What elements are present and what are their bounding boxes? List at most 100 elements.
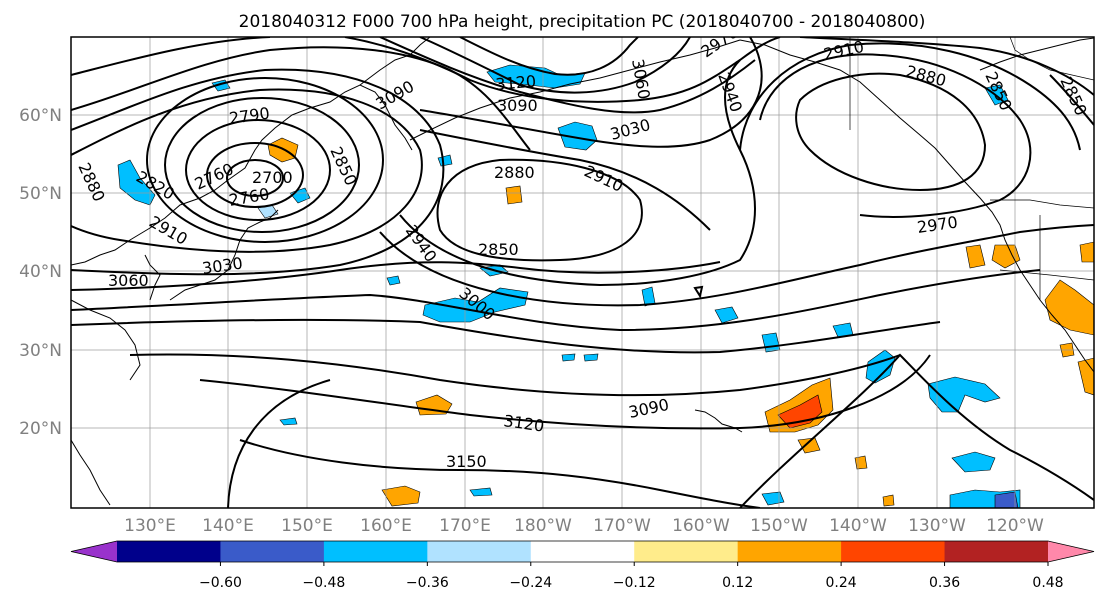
border-line xyxy=(990,199,1094,209)
colorbar-segment xyxy=(737,541,842,562)
contour-line xyxy=(71,261,721,291)
contour-label: 2850 xyxy=(478,240,519,259)
contour-label: 3120 xyxy=(495,72,537,94)
coastline-alaska xyxy=(739,39,1094,373)
lon-label: 140°W xyxy=(829,516,887,536)
precip-patch xyxy=(279,417,298,426)
contour-line xyxy=(164,97,360,233)
lon-label: 160°W xyxy=(672,516,730,536)
contour-line xyxy=(206,142,304,208)
precip-patch xyxy=(422,287,529,323)
precip-patch xyxy=(1079,241,1094,263)
precip-patch xyxy=(991,244,1021,269)
contour-line xyxy=(1049,74,1094,126)
contour-line xyxy=(436,158,643,262)
lon-label: 170°E xyxy=(439,516,491,536)
contour-line xyxy=(227,379,331,508)
contour-line xyxy=(799,37,1094,96)
lat-label: 60°N xyxy=(19,106,62,126)
colorbar-segment xyxy=(530,541,635,562)
contour-line xyxy=(379,37,756,114)
precip-patch xyxy=(469,487,493,497)
precip-patch xyxy=(951,451,996,473)
colorbar-tick-label: −0.48 xyxy=(302,575,345,591)
contour-label: 2700 xyxy=(252,168,293,187)
colorbar-segment xyxy=(323,541,428,562)
precip-patch xyxy=(381,485,421,507)
precip-patch xyxy=(386,275,401,286)
colorbar-extend-high xyxy=(1048,541,1094,562)
colorbar-tick-label: −0.12 xyxy=(613,575,656,591)
coastline-asia xyxy=(71,84,413,266)
contour-line xyxy=(146,77,384,243)
lon-label: 130°W xyxy=(908,516,966,536)
lon-label: 150°W xyxy=(750,516,808,536)
map-panel: 2790 2850 2880 2820 2760 2700 2760 2910 … xyxy=(70,36,1095,509)
contour-line xyxy=(226,159,284,197)
contour-line xyxy=(693,285,704,299)
contour-line xyxy=(71,68,445,276)
coastline-kamchatka xyxy=(359,37,431,86)
precip-patch xyxy=(854,455,868,470)
precip-patch xyxy=(994,491,1019,508)
contour-line xyxy=(379,224,1094,307)
precip-patch xyxy=(557,121,598,151)
lon-label: 170°W xyxy=(593,516,651,536)
height-contours xyxy=(71,37,1094,508)
precip-patch xyxy=(882,494,895,507)
colorbar-tick-label: −0.60 xyxy=(199,575,242,591)
contour-line xyxy=(185,119,331,221)
colorbar-tick-label: −0.36 xyxy=(406,575,449,591)
longitude-labels: 130°E 140°E 150°E 160°E 170°E 180°W 170°… xyxy=(124,516,1044,536)
lon-label: 150°E xyxy=(281,516,333,536)
lon-label: 180°W xyxy=(514,516,572,536)
latitude-labels: 60°N 50°N 40°N 30°N 20°N xyxy=(19,106,62,439)
contour-line xyxy=(344,37,781,103)
lat-label: 50°N xyxy=(19,184,62,204)
contour-line xyxy=(419,129,711,231)
contour-label: 3150 xyxy=(446,452,487,471)
contour-line xyxy=(71,318,941,354)
precip-patch xyxy=(561,353,576,362)
colorbar-segment xyxy=(634,541,739,562)
contour-line xyxy=(129,353,901,397)
colorbar-segment xyxy=(841,541,946,562)
contour-line xyxy=(739,353,1094,508)
precip-patch xyxy=(583,353,599,362)
contour-line xyxy=(71,269,1041,332)
colorbar: −0.60 −0.48 −0.36 −0.24 −0.12 0.12 0.24 0.36 0.4… xyxy=(70,540,1095,591)
colorbar-segment xyxy=(220,541,325,562)
contour-line xyxy=(239,439,761,508)
colorbar-segment xyxy=(944,541,1049,562)
coastline-korea xyxy=(144,254,161,301)
lat-label: 40°N xyxy=(19,262,62,282)
lat-label: 30°N xyxy=(19,341,62,361)
contour-line xyxy=(795,72,987,192)
contour-line xyxy=(71,46,531,151)
contour-line xyxy=(459,37,639,76)
colorbar-tick-label: −0.24 xyxy=(509,575,552,591)
colorbar-tick-label: 0.24 xyxy=(826,575,857,591)
contour-line xyxy=(399,59,756,287)
colorbar-tick-label: 0.48 xyxy=(1032,575,1063,591)
figure-title: 2018040312 F000 700 hPa height, precipit… xyxy=(239,12,926,32)
contour-label: 3060 xyxy=(108,271,149,290)
lon-label: 130°E xyxy=(124,516,176,536)
contour-line xyxy=(759,53,1032,218)
colorbar-extend-low xyxy=(71,541,117,562)
contour-line xyxy=(419,37,763,148)
contour-label: 3090 xyxy=(497,96,538,115)
coastline-north xyxy=(979,37,1094,71)
contour-label: 2880 xyxy=(494,163,535,182)
lon-label: 140°E xyxy=(202,516,254,536)
precip-patch xyxy=(714,306,739,324)
coastline-aleutians xyxy=(409,39,741,141)
map-frame xyxy=(70,36,1095,509)
precip-patch xyxy=(965,244,986,269)
contour-line xyxy=(71,88,423,253)
lon-label: 160°E xyxy=(360,516,412,536)
graticule xyxy=(71,37,1094,508)
colorbar-tick-label: 0.36 xyxy=(929,575,960,591)
colorbar-tick-label: 0.12 xyxy=(722,575,753,591)
